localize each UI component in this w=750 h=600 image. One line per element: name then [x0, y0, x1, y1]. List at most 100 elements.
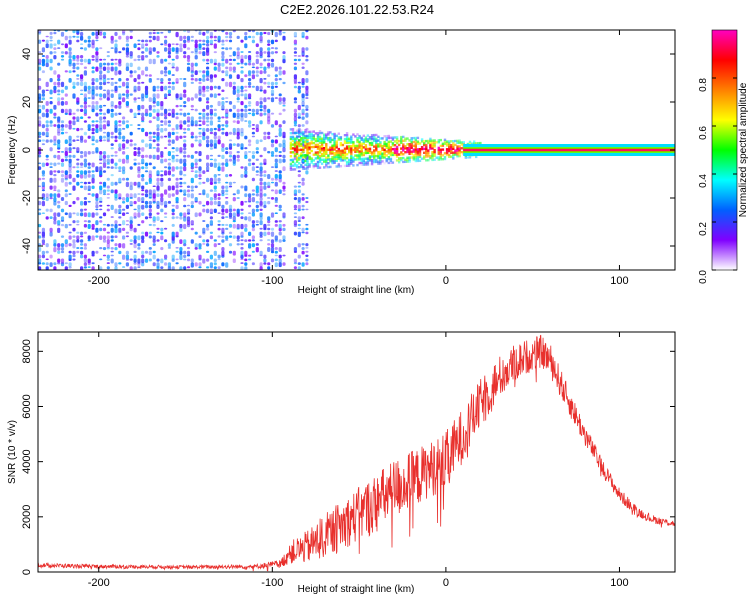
heatmap-cell: [148, 258, 152, 262]
heatmap-cell: [72, 250, 76, 255]
heatmap-cell: [213, 239, 217, 242]
heatmap-cell: [325, 144, 328, 148]
heatmap-cell: [305, 85, 309, 91]
heatmap-cell: [156, 101, 160, 107]
heatmap-cell: [282, 51, 286, 55]
heatmap-cell: [375, 145, 378, 148]
heatmap-cell: [228, 139, 233, 142]
heatmap-cell: [314, 151, 318, 154]
heatmap-cell: [221, 212, 225, 216]
heatmap-cell: [171, 58, 175, 61]
heatmap-cell: [339, 142, 343, 145]
heatmap-cell: [228, 181, 233, 186]
heatmap-cell: [429, 155, 432, 158]
heatmap-cell: [232, 131, 236, 136]
heatmap-cell: [289, 135, 293, 139]
heatmap-cell: [240, 258, 244, 261]
heatmap-cell: [450, 149, 453, 153]
heatmap-cell: [443, 140, 447, 143]
heatmap-cell: [362, 161, 365, 164]
heatmap-cell: [80, 154, 84, 159]
heatmap-cell: [316, 145, 320, 148]
heatmap-cell: [358, 161, 361, 165]
heatmap-cell: [377, 139, 380, 142]
heatmap-cell: [198, 127, 202, 130]
heatmap-cell: [416, 148, 420, 151]
heatmap-cell: [49, 185, 53, 190]
heatmap-cell: [295, 158, 299, 161]
heatmap-cell: [293, 141, 297, 144]
heatmap-cell: [318, 154, 322, 158]
heatmap-cell: [320, 131, 324, 135]
heatmap-cell: [148, 97, 152, 103]
heatmap-cell: [240, 239, 244, 242]
heatmap-cell: [171, 62, 175, 67]
heatmap-cell: [232, 104, 236, 110]
heatmap-cell: [439, 158, 442, 161]
heatmap-cell: [310, 157, 313, 160]
heatmap-cell: [194, 162, 198, 166]
heatmap-cell: [366, 134, 370, 137]
heatmap-cell: [448, 146, 451, 149]
heatmap-cell: [393, 140, 397, 143]
heatmap-cell: [164, 39, 168, 44]
heatmap-cell: [217, 154, 221, 157]
heatmap-cell: [194, 170, 198, 174]
heatmap-cell: [278, 227, 282, 232]
heatmap-cell: [95, 55, 99, 60]
heatmap-cell: [72, 93, 76, 99]
heatmap-cell: [236, 239, 240, 242]
heatmap-cell: [106, 51, 110, 53]
heatmap-cell: [53, 55, 57, 60]
heatmap-cell: [293, 216, 297, 218]
heatmap-cell: [206, 127, 210, 132]
heatmap-cell: [282, 70, 286, 75]
heatmap-cell: [160, 177, 164, 182]
heatmap-cell: [114, 227, 118, 234]
heatmap-cell: [263, 204, 267, 209]
heatmap-cell: [190, 193, 194, 199]
heatmap-cell: [118, 223, 122, 226]
heatmap-cell: [304, 167, 307, 170]
heatmap-cell: [118, 143, 122, 148]
heatmap-cell: [152, 223, 156, 227]
heatmap-cell: [217, 223, 221, 226]
heatmap-cell: [244, 74, 248, 78]
heatmap-cell: [354, 146, 357, 150]
heatmap-cell: [38, 162, 42, 165]
heatmap-cell: [379, 145, 382, 148]
heatmap-cell: [298, 139, 301, 142]
heatmap-cell: [110, 204, 114, 210]
heatmap-cell: [379, 137, 382, 140]
heatmap-cell: [373, 157, 376, 160]
heatmap-cell: [83, 170, 87, 175]
heatmap-cell: [160, 135, 164, 139]
heatmap-cell: [221, 131, 225, 135]
heatmap-cell: [423, 155, 426, 158]
heatmap-cell: [114, 262, 118, 267]
heatmap-cell: [156, 108, 160, 114]
heatmap-cell: [76, 181, 80, 186]
heatmap-cell: [118, 262, 122, 265]
heatmap-cell: [335, 142, 338, 145]
heatmap-cell: [228, 174, 233, 177]
heatmap-cell: [209, 208, 213, 214]
heatmap-cell: [41, 139, 45, 142]
heatmap-cell: [83, 39, 87, 43]
heatmap-cell: [141, 39, 145, 43]
heatmap-cell: [418, 155, 422, 159]
heatmap-cell: [410, 137, 413, 140]
heatmap-cell: [122, 197, 126, 201]
heatmap-cell: [80, 254, 84, 259]
heatmap-cell: [91, 143, 95, 146]
heatmap-cell: [232, 212, 236, 218]
heatmap-cell: [312, 145, 315, 149]
heatmap-cell: [302, 150, 305, 153]
heatmap-cell: [141, 127, 145, 133]
heatmap-cell: [213, 189, 217, 192]
y-tick-label: 4000: [21, 449, 33, 473]
heatmap-cell: [186, 185, 191, 188]
heatmap-cell: [125, 89, 129, 94]
heatmap-cell: [343, 155, 347, 158]
heatmap-cell: [80, 266, 84, 270]
